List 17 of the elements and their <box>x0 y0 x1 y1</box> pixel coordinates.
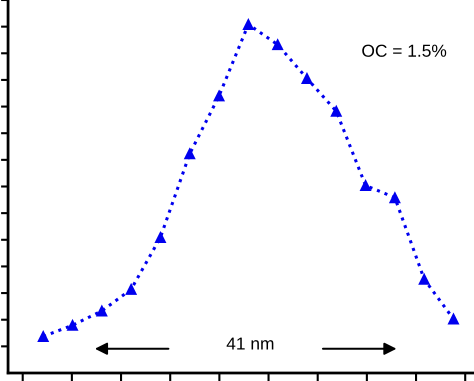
point <box>448 313 460 325</box>
annotation: OC = 1.5% <box>362 44 446 57</box>
point <box>213 90 225 102</box>
point <box>360 180 372 192</box>
point <box>301 72 313 84</box>
point <box>154 232 166 243</box>
point <box>126 284 137 295</box>
point <box>66 320 78 331</box>
point <box>184 148 196 160</box>
point <box>330 106 342 117</box>
annotation: 41 nm <box>226 338 274 350</box>
point <box>272 39 284 50</box>
point <box>418 274 430 285</box>
point <box>389 192 400 204</box>
point <box>38 330 49 342</box>
point <box>242 18 254 30</box>
point <box>96 305 108 317</box>
